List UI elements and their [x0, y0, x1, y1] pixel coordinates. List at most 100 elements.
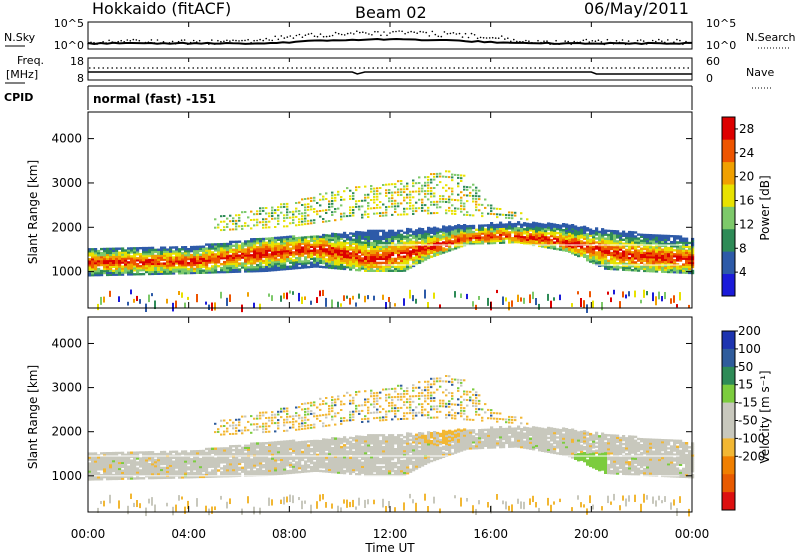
power-cell: [418, 251, 422, 254]
power-cell: [352, 264, 356, 267]
power-colorbar-frame: [721, 116, 736, 297]
power-cell: [208, 247, 212, 250]
power-cell: [256, 255, 260, 259]
power-cell: [376, 249, 380, 253]
power-cell: [322, 289, 324, 296]
velocity-cell: [247, 429, 250, 432]
power-cell: [283, 240, 287, 243]
power-cell: [478, 209, 481, 212]
velocity-cell: [196, 498, 198, 507]
power-cell: [361, 261, 365, 264]
power-cell: [265, 269, 269, 272]
power-cell: [412, 210, 415, 213]
power-cell: [589, 234, 593, 237]
power-cell: [346, 236, 350, 239]
velocity-cell: [157, 452, 161, 456]
power-cell: [256, 257, 260, 261]
power-cell: [397, 247, 401, 251]
noise-search-dot: [540, 41, 542, 44]
power-cell: [607, 235, 611, 239]
power-cell: [154, 272, 158, 275]
velocity-cell: [205, 473, 209, 476]
power-cell: [232, 260, 236, 263]
power-cell: [238, 240, 242, 243]
power-cell: [274, 212, 277, 214]
power-cell: [463, 228, 467, 231]
power-cell: [433, 244, 437, 247]
power-cell: [340, 204, 343, 207]
power-cell: [382, 257, 386, 261]
power-cell: [349, 212, 352, 214]
power-cell: [688, 241, 692, 245]
velocity-cell: [298, 457, 302, 460]
power-cell: [244, 256, 248, 259]
velocity-cell: [286, 421, 289, 424]
power-cell: [337, 251, 341, 254]
power-cell: [574, 241, 578, 244]
power-cell: [580, 234, 584, 237]
power-cell: [334, 258, 338, 262]
velocity-cell: [289, 494, 291, 503]
power-cell: [262, 226, 265, 229]
velocity-cell: [235, 456, 239, 460]
power-cell: [670, 258, 674, 262]
velocity-cell: [181, 462, 185, 465]
velocity-cell: [271, 411, 274, 414]
power-cell: [88, 254, 92, 257]
power-cell: [655, 246, 659, 249]
power-cell: [208, 259, 212, 262]
power-cell: [433, 242, 437, 245]
power-cell: [460, 235, 464, 238]
power-cell: [613, 250, 617, 253]
velocity-cell: [181, 476, 185, 479]
power-cell: [631, 237, 635, 240]
power-cell: [601, 240, 605, 243]
power-cell: [628, 234, 632, 238]
velocity-cell: [118, 459, 122, 463]
power-cell: [106, 271, 110, 275]
velocity-cell: [91, 476, 95, 479]
power-cell: [391, 239, 395, 243]
power-cell: [532, 221, 536, 225]
velocity-cell: [244, 448, 248, 451]
velocity-cell: [277, 462, 281, 466]
power-cell: [217, 251, 221, 254]
velocity-cell: [259, 452, 263, 455]
power-cell: [652, 266, 656, 269]
power-cell: [571, 242, 575, 245]
velocity-cell: [262, 473, 266, 477]
freq-left-tick-top: 18: [70, 55, 84, 68]
power-cell: [652, 234, 656, 237]
velocity-cell: [193, 473, 197, 477]
power-cell: [565, 237, 569, 240]
power-cell: [322, 245, 326, 249]
power-cell: [415, 253, 419, 256]
power-y-tick-label-3000: 3000: [51, 176, 82, 190]
power-cell: [631, 243, 635, 246]
power-cell: [679, 249, 683, 252]
power-cell: [307, 247, 311, 251]
power-cell: [535, 242, 539, 245]
power-cell: [490, 224, 494, 227]
power-cell: [487, 297, 489, 306]
power-cell: [685, 253, 689, 256]
power-cell: [289, 211, 292, 214]
power-cell: [247, 262, 251, 265]
velocity-cell: [259, 460, 263, 463]
power-cell: [307, 245, 311, 249]
power-cell: [115, 253, 119, 256]
power-cell: [355, 254, 359, 258]
velocity-cell: [175, 470, 179, 473]
velocity-cell: [106, 465, 110, 469]
velocity-cell: [142, 463, 146, 466]
velocity-cell: [271, 465, 275, 468]
power-cell: [112, 269, 116, 272]
power-cell: [361, 263, 365, 266]
power-cell: [397, 261, 401, 265]
power-cell: [451, 240, 455, 243]
power-cell: [247, 246, 251, 249]
velocity-cell: [268, 461, 272, 464]
power-cell: [442, 195, 445, 198]
velocity-cell: [292, 445, 296, 448]
power-cell: [577, 240, 581, 244]
